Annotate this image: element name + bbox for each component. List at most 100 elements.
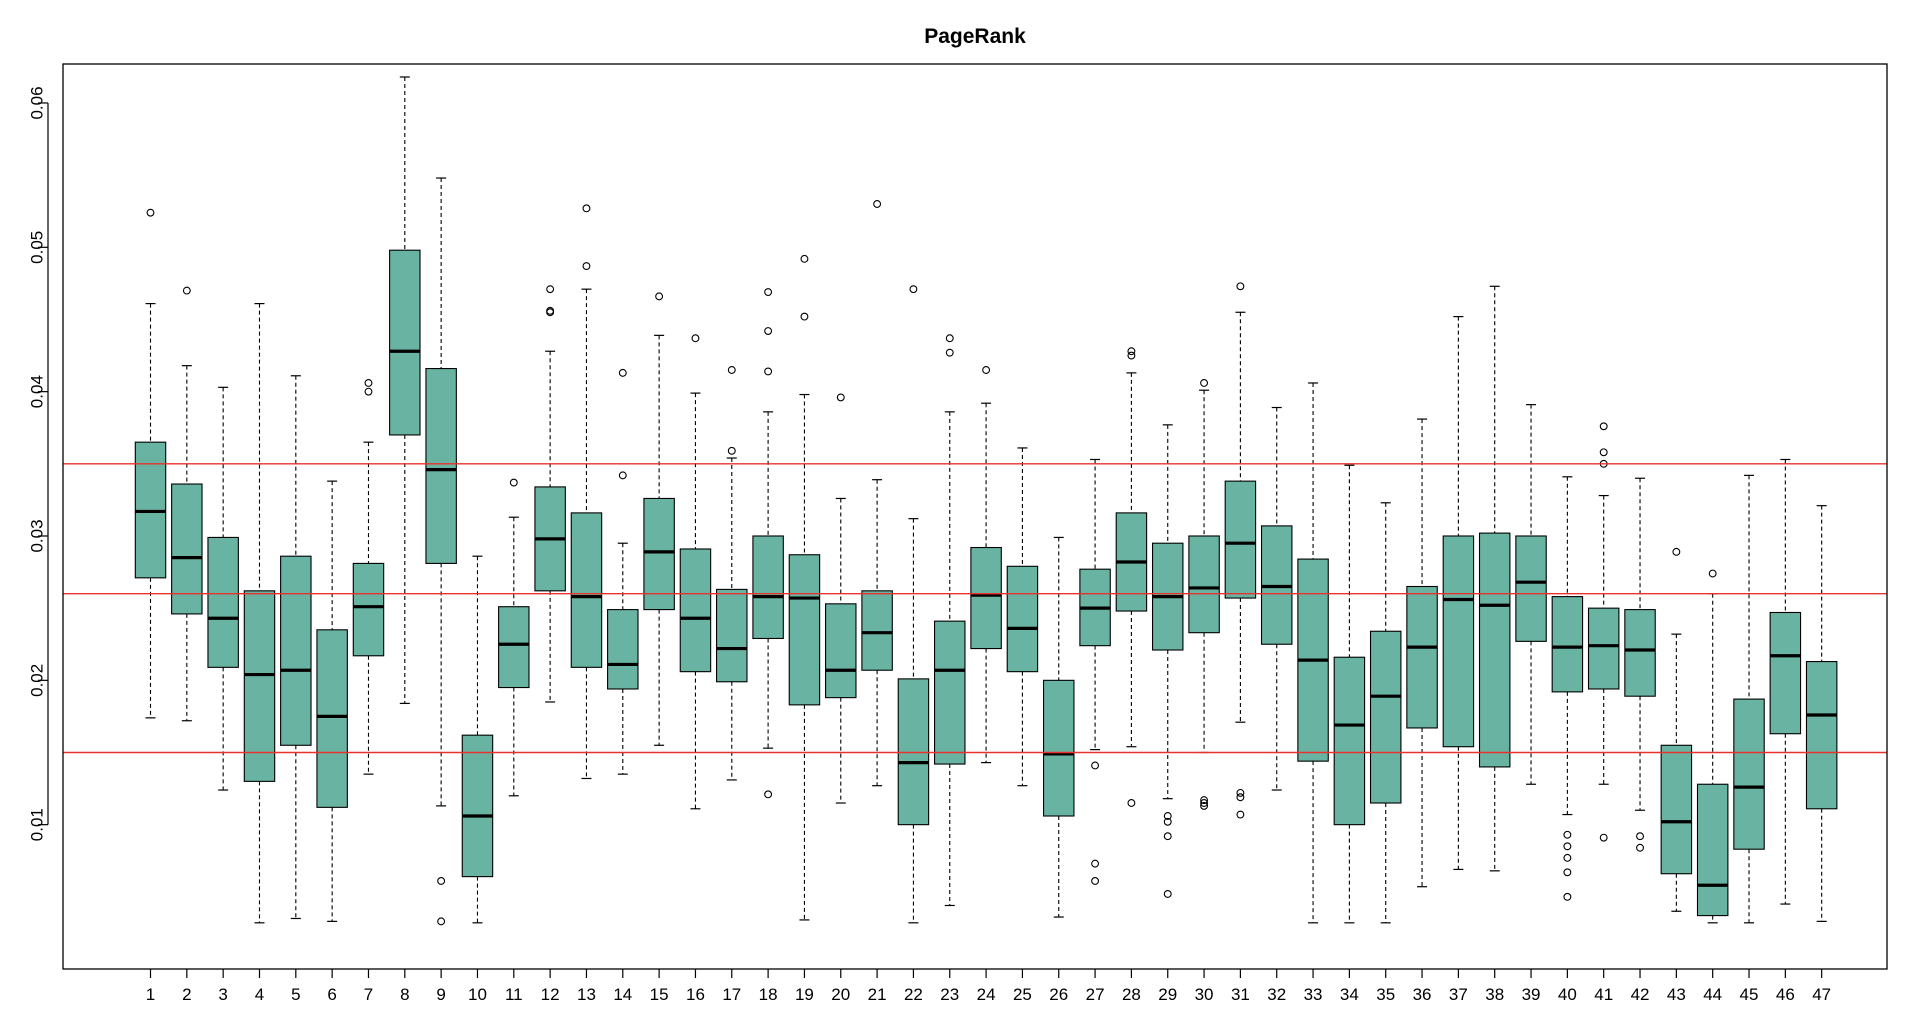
box-3 [207, 386, 239, 791]
box-body [607, 609, 639, 690]
box-29 [1151, 424, 1184, 898]
x-tick-label: 13 [577, 985, 596, 1004]
x-tick-label: 29 [1158, 985, 1177, 1004]
x-tick-label: 6 [327, 985, 336, 1004]
outlier-point [836, 393, 845, 402]
box-body [643, 497, 675, 611]
box-body [1006, 565, 1039, 673]
box-body [1551, 596, 1584, 693]
box-body [316, 629, 348, 808]
box-body [1224, 480, 1257, 599]
outlier-point [364, 387, 373, 396]
box-body [1805, 661, 1838, 810]
x-tick-label: 7 [364, 985, 373, 1004]
box-46 [1769, 458, 1802, 905]
outlier-point [764, 790, 773, 799]
box-30 [1188, 379, 1220, 810]
outlier-point [945, 348, 954, 357]
box-body [970, 546, 1002, 650]
x-tick-label: 19 [795, 985, 814, 1004]
outlier-point [1127, 347, 1136, 356]
outlier-point [618, 471, 627, 480]
x-tick-label: 27 [1086, 985, 1105, 1004]
box-body [1478, 532, 1511, 768]
y-tick-label: 0.06 [27, 86, 46, 119]
outlier-point [582, 204, 591, 213]
outlier-point [1091, 859, 1100, 868]
outlier-point [1636, 843, 1644, 852]
outlier-point [691, 334, 700, 343]
x-tick-label: 31 [1231, 985, 1250, 1004]
box-5 [280, 375, 312, 920]
box-body [243, 590, 276, 782]
box-33 [1297, 382, 1329, 924]
outlier-point [800, 254, 809, 263]
box-42 [1624, 477, 1656, 852]
x-tick-label: 11 [505, 985, 523, 1004]
box-9 [425, 177, 457, 926]
outlier-point [1163, 817, 1172, 826]
x-tick-label: 2 [182, 985, 191, 1004]
outlier-point [727, 366, 736, 374]
x-tick-label: 47 [1812, 985, 1831, 1004]
box-body [1624, 609, 1656, 697]
box-body [861, 590, 893, 671]
x-tick-label: 20 [831, 985, 850, 1004]
box-body [1696, 783, 1729, 917]
box-body [788, 554, 821, 706]
box-body [1587, 607, 1620, 690]
box-body [498, 606, 530, 689]
outlier-point [1708, 569, 1717, 578]
box-23 [934, 334, 966, 907]
outlier-point [1563, 892, 1572, 901]
x-axis: 1 2 3 4 5 6 7 8 9 10 11 12 13 14 15 16 17 18 19 20 21 22 23 24 2… [146, 969, 1831, 1004]
y-axis: 0.01 0.02 0.03 0.04 0.05 0.06 [27, 86, 49, 841]
x-tick-label: 46 [1776, 985, 1795, 1004]
box-19 [788, 254, 821, 921]
outlier-point [618, 368, 627, 377]
plot-frame [62, 63, 1888, 970]
x-tick-label: 41 [1594, 985, 1613, 1004]
box-32 [1260, 406, 1293, 791]
y-tick-label: 0.02 [27, 664, 46, 697]
box-14 [607, 368, 639, 775]
outlier-point [1599, 448, 1608, 457]
box-18 [752, 288, 784, 799]
outlier-point [727, 446, 736, 455]
box-body [716, 588, 748, 683]
outlier-point [1163, 812, 1172, 820]
box-21 [861, 200, 893, 787]
x-tick-label: 33 [1304, 985, 1323, 1004]
box-17 [716, 366, 748, 781]
outlier-point [764, 288, 773, 297]
box-27 [1079, 458, 1111, 885]
box-31 [1224, 282, 1257, 819]
outlier-point [1599, 833, 1608, 842]
outlier-point [945, 334, 954, 343]
box-8 [389, 76, 421, 705]
x-tick-label: 24 [977, 985, 996, 1004]
x-tick-label: 39 [1522, 985, 1541, 1004]
outlier-point [1200, 801, 1209, 810]
box-body [1769, 611, 1802, 735]
outlier-point [437, 877, 446, 885]
box-body [934, 620, 966, 765]
box-body [570, 512, 603, 668]
plot-layer: 0.010.020.030.040.050.061 2 3 4 5 6 7 8 9 10 11 12 1… [27, 76, 1887, 1004]
outlier-point [764, 327, 773, 335]
outlier-point [146, 208, 155, 217]
box-body [389, 249, 421, 436]
box-10 [461, 555, 494, 924]
x-tick-label: 42 [1631, 985, 1650, 1004]
box-body [1333, 656, 1366, 826]
outlier-point [982, 366, 991, 374]
box-body [171, 483, 203, 615]
outlier-point [1200, 796, 1209, 805]
chart-title: PageRank [924, 25, 1026, 48]
x-tick-label: 25 [1013, 985, 1032, 1004]
box-20 [825, 393, 857, 804]
x-tick-label: 35 [1376, 985, 1395, 1004]
x-tick-label: 12 [541, 985, 560, 1004]
box-15 [643, 292, 675, 746]
